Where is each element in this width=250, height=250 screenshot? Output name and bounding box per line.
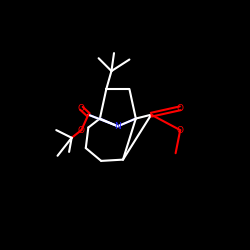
- Text: O: O: [177, 104, 184, 113]
- Text: O: O: [177, 126, 184, 134]
- Text: O: O: [78, 104, 85, 113]
- Text: N: N: [114, 122, 121, 131]
- Text: O: O: [78, 126, 85, 134]
